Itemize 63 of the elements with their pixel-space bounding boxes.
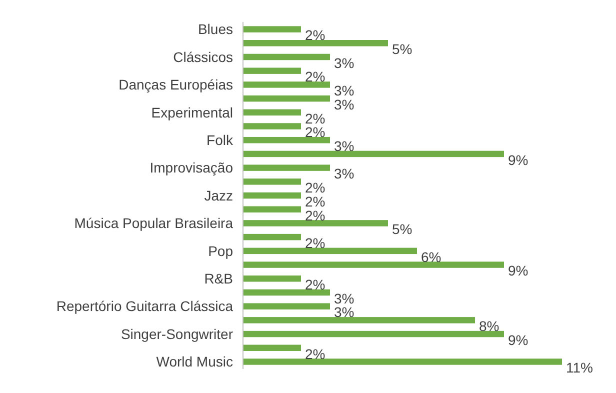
bar [243, 178, 301, 185]
data-label: 3% [334, 54, 354, 71]
bar [243, 82, 330, 88]
data-label: 2% [305, 193, 326, 210]
bar [243, 26, 301, 32]
data-label: 2% [305, 346, 326, 362]
data-label: 2% [305, 234, 326, 251]
data-label: 8% [479, 318, 500, 334]
bar [243, 150, 504, 158]
y-tick-label: World Music [156, 354, 233, 370]
bar [243, 234, 301, 240]
y-tick-label: Blues [198, 21, 233, 38]
bar [243, 248, 417, 254]
data-label: 6% [421, 248, 442, 265]
data-label: 2% [305, 207, 326, 224]
data-label: 2% [305, 110, 326, 126]
bar [243, 54, 330, 60]
y-tick-label: Singer-Songwriter [120, 326, 234, 342]
y-tick-label: Danças Européias [118, 76, 233, 93]
data-label: 3% [334, 138, 354, 154]
data-label: 5% [392, 41, 412, 58]
bar [243, 164, 330, 171]
data-label: 9% [508, 332, 528, 348]
data-label: 3% [334, 166, 354, 182]
y-tick-label: Jazz [204, 187, 233, 204]
bar [243, 123, 301, 130]
data-label: 2% [305, 124, 326, 140]
bar [243, 136, 330, 144]
data-label: 5% [392, 221, 412, 238]
bar [243, 206, 301, 212]
y-tick-label: Pop [208, 242, 234, 259]
y-tick-label: Música Popular Brasileira [74, 215, 234, 232]
y-tick-label: Repertório Guitarra Clássica [56, 298, 234, 314]
data-label: 2% [305, 27, 326, 44]
y-tick-label: Clássicos [173, 48, 233, 65]
y-tick-label: R&B [204, 270, 233, 287]
bar [243, 358, 562, 365]
data-label: 3% [334, 96, 354, 112]
y-tick-label: Improvisação [150, 160, 234, 176]
bar [243, 289, 330, 296]
data-label: 3% [334, 82, 354, 99]
bar [243, 330, 504, 338]
bar [243, 262, 504, 268]
y-tick-label: Folk [206, 132, 234, 148]
bar [243, 109, 301, 116]
bar [243, 220, 388, 226]
bar [243, 317, 475, 324]
data-label: 2% [305, 68, 326, 85]
data-label: 3% [334, 290, 354, 306]
data-label: 2% [305, 276, 326, 293]
data-label: 9% [508, 152, 528, 168]
bar [243, 275, 301, 282]
bar [243, 95, 330, 102]
data-label: 9% [508, 262, 528, 279]
data-label: 3% [334, 304, 354, 320]
bar [243, 192, 301, 199]
bar [243, 68, 301, 74]
bar [243, 40, 388, 46]
y-tick-label: Experimental [151, 104, 233, 120]
bar [243, 303, 330, 310]
data-label: 11% [566, 360, 593, 376]
bar [243, 344, 301, 351]
data-label: 2% [305, 180, 326, 196]
